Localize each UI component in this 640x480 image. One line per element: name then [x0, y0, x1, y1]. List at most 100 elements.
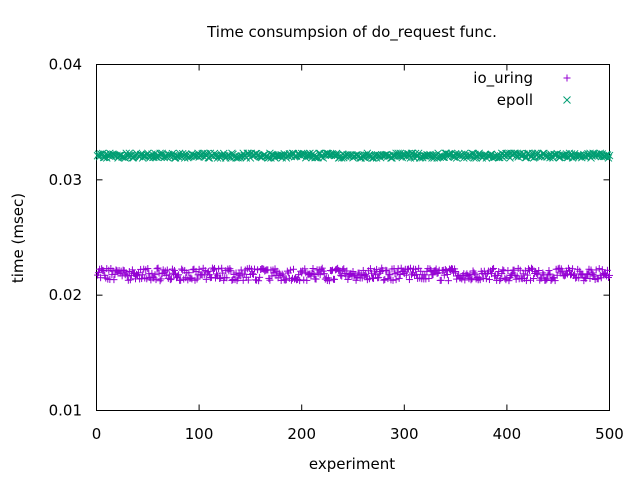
data-point: [421, 271, 429, 279]
data-point: [413, 270, 421, 278]
data-point: [310, 270, 318, 278]
data-point: [432, 265, 440, 273]
legend-marker-io-uring: [563, 74, 571, 82]
data-point: [278, 270, 286, 278]
data-point: [255, 277, 263, 285]
data-point: [325, 277, 333, 285]
data-point: [467, 276, 475, 284]
data-point: [344, 275, 352, 283]
data-point: [244, 276, 252, 284]
data-point: [125, 268, 133, 276]
data-point: [429, 271, 437, 279]
x-tick-label: 100: [185, 425, 214, 443]
legend-label-io-uring: io_uring: [473, 69, 533, 88]
data-point: [210, 264, 218, 272]
data-point: [437, 276, 445, 284]
data-point: [383, 267, 391, 275]
data-point: [195, 265, 203, 273]
data-point: [366, 265, 374, 273]
data-point: [156, 277, 164, 285]
legend: io_uring epoll: [473, 69, 571, 109]
data-point: [266, 276, 274, 284]
data-point: [168, 149, 177, 158]
data-point: [251, 265, 259, 273]
data-point: [151, 271, 159, 279]
data-point: [152, 276, 160, 284]
data-point: [303, 276, 311, 284]
data-point: [598, 266, 606, 274]
data-point: [284, 152, 293, 160]
data-point: [318, 151, 327, 159]
data-point: [232, 269, 240, 277]
data-point: [589, 271, 597, 279]
data-point: [440, 271, 448, 279]
data-point: [470, 269, 478, 277]
series-epoll: [93, 149, 614, 162]
y-tick-label: 0.03: [49, 171, 82, 189]
data-point: [406, 264, 414, 272]
data-point: [426, 265, 434, 273]
data-point: [581, 273, 589, 281]
data-points: [93, 149, 614, 285]
data-point: [227, 267, 235, 275]
data-point: [510, 266, 518, 274]
data-point: [166, 276, 174, 284]
data-point: [343, 267, 351, 275]
data-point: [592, 266, 600, 274]
data-point: [312, 275, 320, 283]
data-point: [339, 266, 347, 274]
data-point: [558, 151, 567, 160]
data-point: [595, 265, 603, 273]
x-axis-ticks: 0 100 200 300 400 500: [92, 64, 624, 443]
data-point: [99, 266, 107, 274]
data-point: [386, 271, 394, 279]
data-point: [535, 267, 543, 275]
x-tick-label: 200: [287, 425, 316, 443]
y-tick-label: 0.04: [49, 56, 82, 74]
data-point: [392, 276, 400, 284]
data-point: [301, 265, 309, 273]
data-point: [526, 276, 534, 284]
data-point: [393, 269, 401, 277]
data-point: [458, 275, 466, 283]
data-point: [567, 271, 575, 279]
data-point: [306, 149, 314, 158]
data-point: [489, 265, 497, 273]
legend-plus-icon: [563, 74, 571, 82]
data-point: [255, 152, 264, 161]
data-point: [353, 273, 361, 281]
data-point: [444, 277, 452, 285]
data-point: [296, 277, 304, 285]
data-point: [472, 154, 480, 162]
data-point: [395, 274, 403, 282]
data-point: [223, 274, 231, 282]
data-point: [550, 150, 558, 159]
data-point: [429, 151, 437, 160]
data-point: [534, 271, 542, 279]
data-point: [337, 271, 345, 279]
data-point: [496, 277, 504, 285]
data-point: [546, 270, 554, 278]
data-point: [361, 270, 369, 278]
data-point: [143, 275, 151, 283]
data-point: [521, 153, 530, 162]
data-point: [218, 264, 226, 272]
data-point: [335, 266, 343, 274]
data-point: [389, 276, 397, 284]
data-point: [170, 266, 178, 274]
data-point: [516, 266, 524, 274]
data-point: [165, 271, 173, 279]
y-tick-label: 0.02: [49, 286, 82, 304]
data-point: [327, 267, 335, 275]
data-point: [381, 276, 389, 284]
data-point: [485, 276, 493, 284]
data-point: [160, 153, 169, 162]
legend-label-epoll: epoll: [497, 91, 533, 109]
data-point: [490, 264, 498, 272]
data-point: [193, 275, 201, 283]
data-point: [476, 276, 484, 284]
data-point: [603, 151, 612, 159]
data-point: [352, 276, 360, 284]
data-point: [604, 154, 613, 162]
data-point: [309, 265, 317, 273]
